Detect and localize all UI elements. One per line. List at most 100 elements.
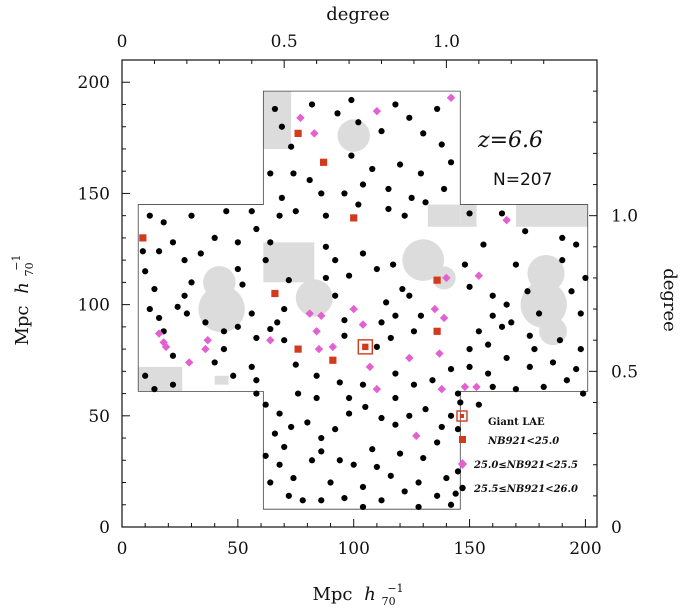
point-bright	[271, 289, 279, 298]
point-faint	[392, 421, 399, 428]
point-bright	[350, 214, 358, 222]
point-faint	[267, 170, 274, 177]
point-mid	[358, 320, 368, 329]
point-faint	[308, 457, 316, 464]
point-faint	[387, 334, 394, 342]
point-faint	[406, 412, 413, 419]
mask-circle	[402, 239, 445, 281]
point-faint	[385, 185, 392, 193]
point-mid	[203, 336, 212, 345]
point-faint	[452, 490, 459, 497]
point-faint	[417, 312, 425, 319]
point-mid	[161, 342, 171, 352]
point-faint	[318, 497, 325, 504]
point-faint	[399, 285, 406, 293]
point-faint	[155, 248, 163, 255]
point-faint	[188, 279, 195, 286]
point-faint	[202, 319, 209, 326]
x-tick-label: 100	[337, 539, 369, 559]
point-faint	[401, 212, 408, 219]
point-faint	[489, 292, 496, 299]
point-mid	[474, 271, 484, 280]
mask-circle	[520, 281, 567, 328]
point-faint	[362, 403, 369, 411]
y-axis-title-sub: 70	[23, 262, 36, 276]
point-faint	[378, 497, 385, 504]
point-faint	[181, 292, 188, 299]
point-faint	[475, 328, 482, 335]
point-faint	[253, 390, 260, 397]
point-faint	[345, 410, 353, 417]
point-faint	[188, 212, 195, 219]
point-faint	[248, 363, 255, 370]
point-mid	[439, 313, 449, 323]
point-faint	[267, 239, 274, 246]
point-faint	[369, 446, 376, 453]
right-tick-label: 1.0	[611, 207, 638, 227]
point-faint	[290, 170, 297, 177]
point-mid	[184, 358, 194, 367]
point-mid	[266, 336, 275, 345]
point-faint	[454, 468, 462, 475]
y-axis-title-base: Mpc	[12, 305, 33, 345]
x-axis-title-base: Mpc	[312, 584, 352, 605]
redshift-text: z=6.6	[477, 128, 543, 153]
right-tick-label: 0	[611, 518, 622, 538]
point-faint	[420, 454, 427, 462]
point-faint	[345, 394, 353, 402]
point-faint	[169, 239, 177, 246]
point-faint	[223, 208, 230, 215]
point-faint	[239, 281, 246, 288]
point-faint	[359, 250, 367, 257]
x-tick-label: 0	[117, 539, 128, 559]
point-faint	[181, 257, 188, 264]
point-faint	[294, 390, 302, 397]
point-faint	[146, 305, 153, 313]
point-faint	[373, 265, 380, 273]
top-tick-label: 0	[117, 32, 128, 52]
point-faint	[220, 345, 228, 353]
point-faint	[350, 461, 357, 468]
point-faint	[169, 381, 177, 388]
point-faint	[332, 426, 339, 433]
point-faint	[313, 372, 320, 379]
point-mid	[328, 342, 338, 352]
legend-marker-bright	[459, 436, 466, 443]
point-faint	[341, 494, 348, 502]
point-faint	[563, 377, 570, 384]
point-mid	[305, 309, 314, 318]
point-faint	[540, 383, 547, 390]
point-bright	[319, 158, 328, 166]
point-faint	[262, 257, 269, 264]
legend-marker-giant-lae	[456, 410, 468, 422]
point-faint	[396, 450, 404, 457]
point-mid	[442, 273, 451, 283]
point-faint	[267, 325, 274, 333]
point-faint	[559, 234, 566, 242]
point-faint	[142, 268, 149, 275]
y-tick-label: 200	[78, 73, 110, 93]
point-mid	[317, 311, 326, 320]
x-axis-title-h: h	[364, 584, 376, 605]
point-faint	[278, 123, 285, 130]
point-faint	[146, 212, 153, 219]
point-faint	[262, 452, 269, 459]
point-faint	[341, 317, 348, 324]
point-faint	[454, 390, 462, 397]
point-giant-lae	[357, 339, 373, 355]
masked-regions	[138, 91, 588, 392]
point-faint	[359, 181, 367, 188]
point-faint	[498, 210, 506, 217]
legend-label-faint: 25.5≤NB921<26.0	[473, 484, 578, 495]
point-faint	[503, 354, 510, 362]
mask-rect	[263, 91, 292, 149]
point-faint	[341, 190, 348, 197]
right-tick-label: 0.5	[611, 362, 638, 382]
point-faint	[174, 303, 181, 310]
point-faint	[267, 479, 274, 486]
point-faint	[410, 381, 418, 388]
point-faint	[582, 274, 589, 282]
point-faint	[155, 314, 163, 322]
point-faint	[475, 401, 482, 408]
point-faint	[447, 412, 455, 419]
